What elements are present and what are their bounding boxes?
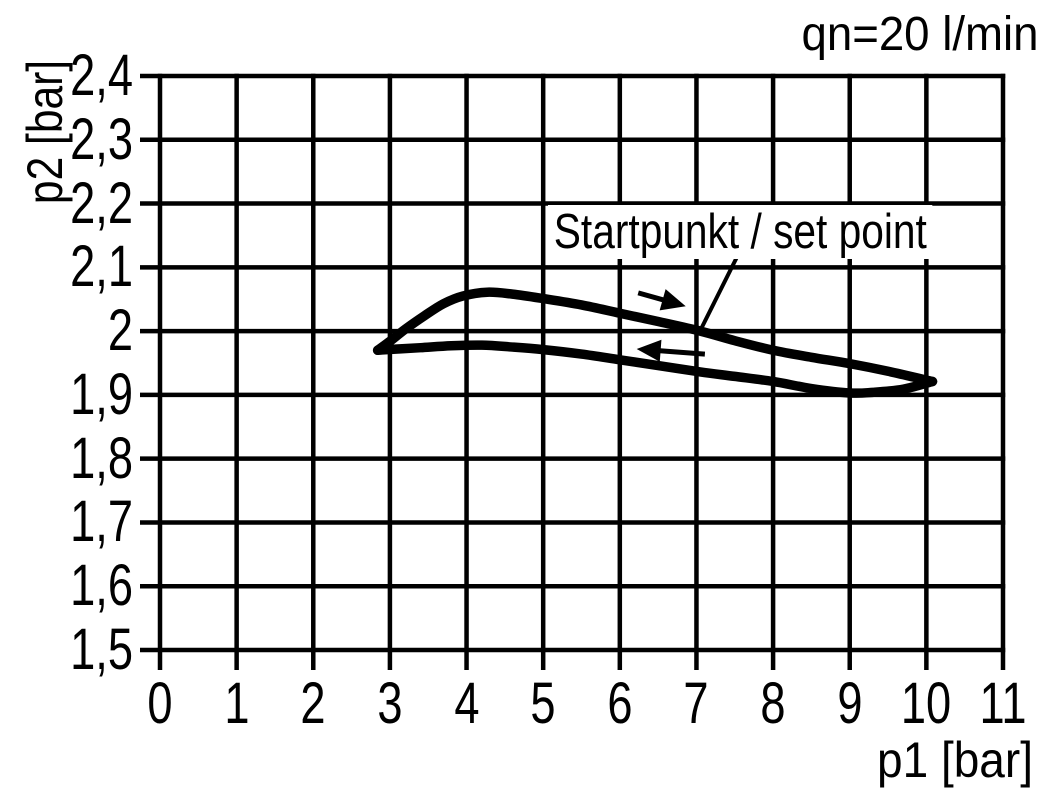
grid-lines — [140, 73, 1006, 670]
y-tick-label: 1,8 — [70, 425, 133, 491]
x-tick-label: 11 — [979, 671, 1027, 736]
y-tick-label: 2,3 — [70, 106, 133, 172]
x-axis-label: p1 [bar] — [877, 732, 1033, 788]
x-tick-label: 6 — [607, 671, 633, 736]
y-tick-label: 2,2 — [70, 170, 133, 236]
set-point-leader-line — [698, 254, 740, 332]
x-tick-label: 2 — [300, 671, 326, 736]
set-point-annotation-label: Startpunkt / set point — [548, 205, 933, 259]
y-tick-label: 1,9 — [70, 361, 133, 427]
x-tick-label: 7 — [683, 671, 710, 736]
x-tick-label: 8 — [760, 671, 786, 736]
flow-condition-label: qn=20 l/min — [800, 8, 1038, 61]
direction-arrow-left-icon — [636, 339, 706, 362]
x-tick-label: 9 — [837, 671, 863, 736]
y-tick-label: 2,1 — [70, 234, 133, 300]
x-tick-label: 10 — [901, 671, 952, 736]
y-tick-label: 2,4 — [70, 43, 133, 108]
x-tick-label: 0 — [147, 671, 173, 736]
y-tick-label: 2 — [107, 298, 133, 364]
direction-arrow-right-icon — [637, 289, 686, 311]
y-tick-label: 1,5 — [70, 617, 133, 682]
hysteresis-curve-lower-branch — [372, 340, 938, 398]
hysteresis-curve-upper-branch — [372, 287, 938, 387]
y-tick-label: 1,6 — [70, 553, 133, 619]
x-tick-label: 3 — [377, 671, 403, 736]
x-tick-label: 4 — [453, 671, 480, 736]
x-tick-label: 5 — [530, 671, 556, 736]
x-tick-label: 1 — [224, 671, 250, 736]
y-tick-label: 1,7 — [70, 489, 133, 555]
